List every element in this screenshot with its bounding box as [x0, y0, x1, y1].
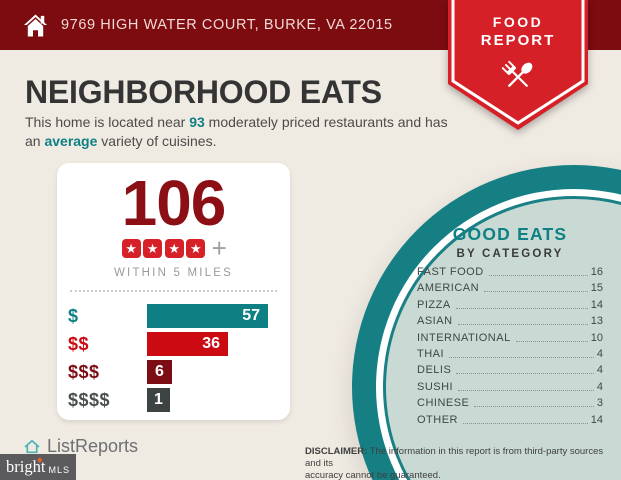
bar-row: $$$ 6 — [68, 360, 279, 384]
disclaimer: DISCLAIMER: The information in this repo… — [305, 446, 621, 480]
category-label: ASIAN — [417, 315, 453, 328]
restaurant-count-inline: 93 — [189, 114, 205, 130]
list-item: DELIS 4 — [417, 364, 603, 376]
restaurant-count: 106 — [121, 167, 227, 239]
food-report-badge: FOOD REPORT — [448, 0, 588, 132]
list-item: THAI 4 — [417, 348, 603, 360]
category-value: 14 — [590, 413, 603, 426]
badge-title-line1: FOOD — [492, 14, 544, 30]
list-item: SUSHI 4 — [417, 381, 603, 393]
good-eats-header: GOOD EATS BY CATEGORY — [408, 224, 612, 260]
category-label: DELIS — [417, 364, 452, 377]
list-item: AMERICAN 15 — [417, 282, 603, 294]
price-level-label: $$ — [68, 333, 90, 354]
bar: 6 — [147, 360, 172, 384]
dot-leader — [488, 275, 588, 276]
bar-value: 1 — [154, 391, 163, 408]
bar: 36 — [147, 332, 228, 356]
star-rating: ★ ★ ★ ★ + — [68, 233, 279, 263]
category-value: 10 — [590, 331, 603, 344]
ribbon-shape — [448, 0, 588, 130]
intro-text: This home is located near 93 moderately … — [25, 113, 453, 150]
dot-leader — [484, 291, 588, 293]
dot-leader — [455, 307, 588, 309]
dotted-divider — [70, 290, 277, 292]
list-item: PIZZA 14 — [417, 299, 603, 311]
list-item: FAST FOOD 16 — [417, 266, 603, 278]
brightmls-suffix: MLS — [48, 464, 70, 475]
intro-part3: variety of cuisines. — [97, 132, 217, 149]
intro-part1: This home is located near — [25, 114, 190, 130]
bar-value: 6 — [155, 363, 164, 380]
price-level-label: $ — [68, 305, 79, 326]
star-icon: ★ — [121, 239, 141, 258]
disclaimer-line2: accuracy cannot be guaranteed. — [305, 470, 441, 480]
bar-value: 36 — [202, 335, 220, 352]
badge-title-line2: REPORT — [480, 32, 556, 49]
intro-part2: moderately priced restaurants and has an — [25, 114, 448, 149]
category-label: PIZZA — [417, 298, 451, 311]
disclaimer-line1: The information in this report is from t… — [305, 446, 604, 469]
good-eats-subtitle: BY CATEGORY — [456, 248, 564, 260]
category-value: 13 — [590, 315, 603, 328]
bar-row: $$$$ 1 — [68, 388, 279, 412]
listreports-logo: ListReports — [24, 436, 138, 457]
category-value: 16 — [590, 266, 603, 278]
list-item: INTERNATIONAL 10 — [417, 332, 603, 344]
star-icon: ★ — [143, 239, 163, 258]
bar-row: $ 57 — [68, 304, 279, 328]
bar: 57 — [147, 304, 268, 328]
bar-value: 57 — [242, 307, 260, 324]
category-value: 14 — [590, 298, 603, 311]
disclaimer-label: DISCLAIMER: — [305, 446, 368, 457]
dot-leader — [456, 373, 594, 375]
dot-leader — [515, 340, 588, 342]
brightmls-logo: bright MLS — [0, 454, 76, 480]
category-label: CHINESE — [417, 397, 470, 410]
dot-leader — [463, 422, 588, 424]
list-item: CHINESE 3 — [417, 397, 603, 409]
listreports-wordmark: ListReports — [47, 436, 139, 456]
home-icon — [23, 13, 48, 37]
category-label: OTHER — [417, 413, 458, 426]
dot-leader — [474, 406, 594, 408]
star-icon: ★ — [186, 239, 206, 258]
category-value: 3 — [596, 397, 603, 410]
category-value: 4 — [596, 364, 603, 377]
category-label: AMERICAN — [417, 282, 480, 295]
category-label: FAST FOOD — [417, 266, 484, 278]
category-list: FAST FOOD 16 AMERICAN 15 PIZZA 14 ASIAN 13 I… — [417, 266, 603, 430]
property-address: 9769 HIGH WATER COURT, BURKE, VA 22015 — [61, 17, 393, 33]
spoon-fork-icon — [501, 60, 533, 87]
price-bar-chart: $ 57 $$ 36 $$$ 6 $$$$ 1 — [68, 304, 279, 412]
list-item: ASIAN 13 — [417, 315, 603, 327]
page-title: NEIGHBORHOOD EATS — [25, 74, 382, 110]
listreports-house-icon — [24, 439, 40, 454]
category-label: INTERNATIONAL — [417, 331, 511, 344]
brightmls-wordmark: bright — [6, 456, 46, 476]
category-label: SUSHI — [417, 380, 454, 393]
category-label: THAI — [417, 347, 445, 360]
price-level-label: $$$ — [68, 361, 100, 382]
price-level-label: $$$$ — [68, 389, 111, 410]
variety-highlight: average — [44, 132, 98, 149]
dot-leader — [449, 356, 594, 358]
dot-leader — [458, 389, 594, 391]
radius-label: WITHIN 5 MILES — [114, 267, 233, 279]
dot-leader — [457, 324, 588, 326]
plus-icon: + — [211, 233, 227, 263]
bar: 1 — [147, 388, 170, 412]
category-value: 4 — [596, 347, 603, 360]
star-icon: ★ — [164, 239, 184, 258]
stats-card: 106 ★ ★ ★ ★ + WITHIN 5 MILES $ 57 $$ 36 … — [57, 163, 290, 420]
bar-row: $$ 36 — [68, 332, 279, 356]
good-eats-title: GOOD EATS — [452, 224, 568, 244]
category-value: 15 — [590, 282, 603, 295]
category-value: 4 — [596, 380, 603, 393]
list-item: OTHER 14 — [417, 414, 603, 426]
